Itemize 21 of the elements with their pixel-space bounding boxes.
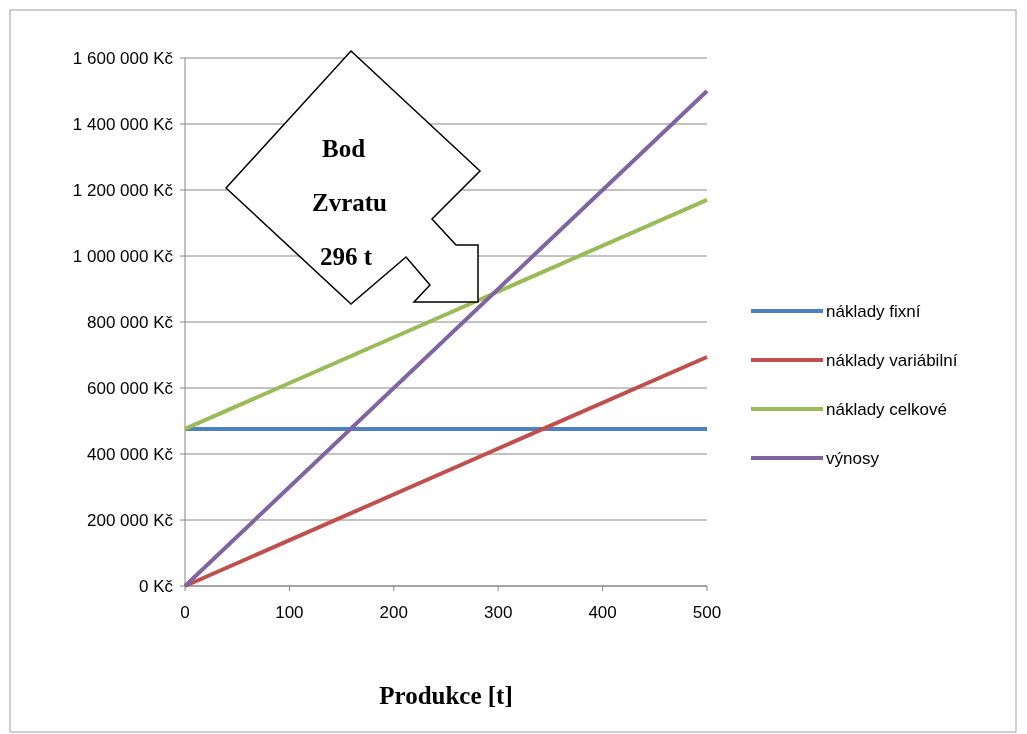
y-tick-label: 0 Kč [138, 576, 174, 596]
x-tick-label: 400 [588, 603, 617, 622]
legend-label: výnosy [826, 448, 880, 468]
y-tick-label: 800 000 Kč [86, 312, 174, 332]
y-tick-label: 200 000 Kč [86, 510, 174, 530]
y-tick-label: 400 000 Kč [86, 444, 174, 464]
y-tick-label: 1 400 000 Kč [72, 114, 174, 134]
x-tick-label: 300 [484, 603, 513, 622]
y-tick-label: 1 200 000 Kč [72, 180, 174, 200]
y-tick-label: 1 000 000 Kč [72, 246, 174, 266]
y-tick-label: 1 600 000 Kč [72, 48, 174, 68]
annotation: Bod Zvratu 296 t [312, 135, 388, 270]
x-axis-title: Produkce [t] [379, 682, 513, 709]
legend-label: náklady fixní [826, 301, 921, 321]
x-tick-label: 0 [180, 603, 190, 622]
y-tick-label: 600 000 Kč [86, 378, 174, 398]
legend-label: náklady variábilní [826, 350, 958, 370]
x-tick-label: 200 [379, 603, 408, 622]
legend-label: náklady celkové [826, 399, 947, 419]
x-tick-label: 500 [692, 603, 722, 622]
x-tick-label: 100 [275, 603, 304, 622]
